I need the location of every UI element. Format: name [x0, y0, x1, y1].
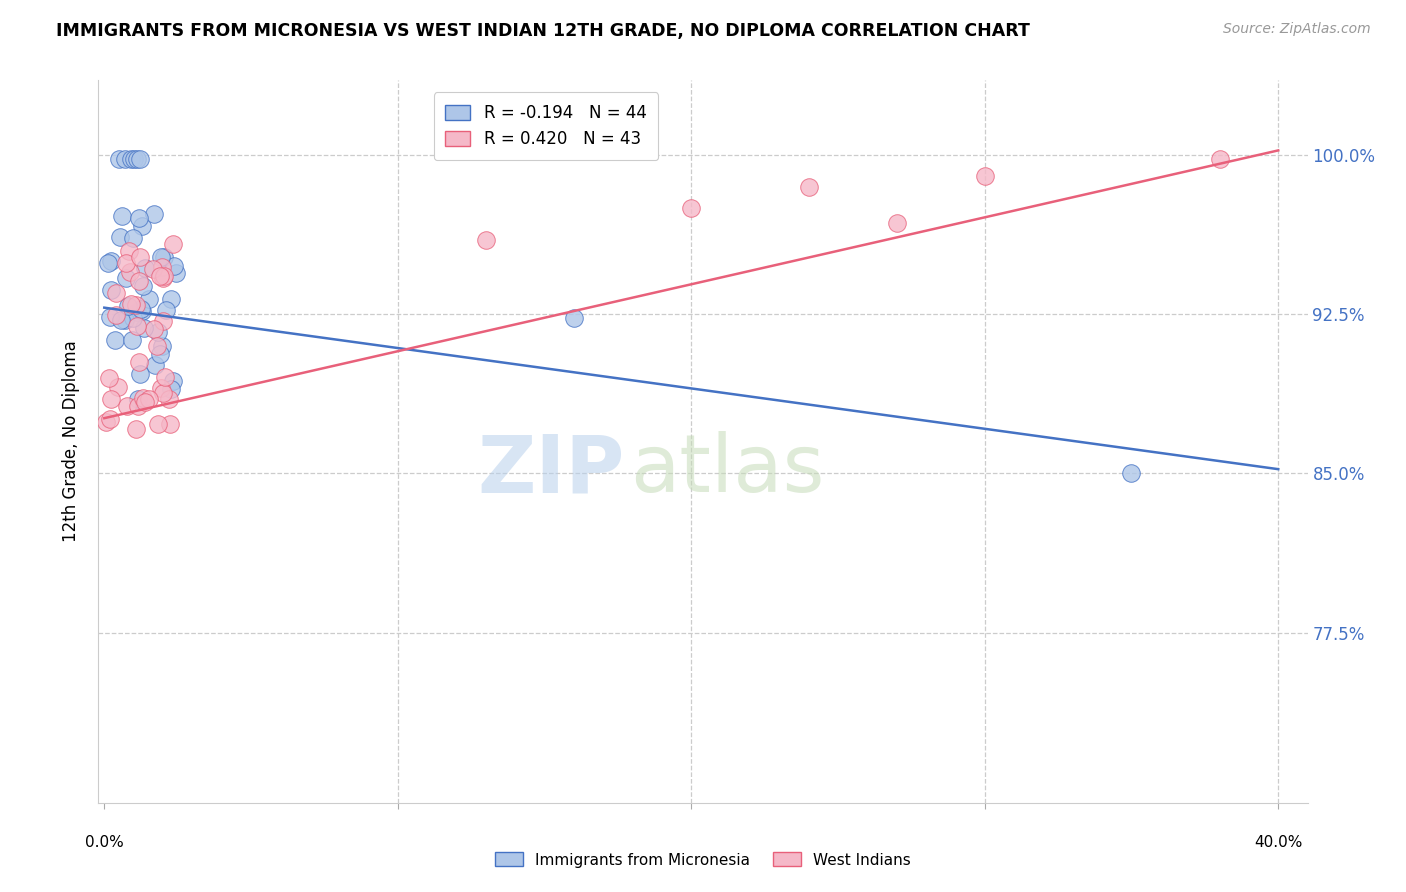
Point [142, 262, 165, 277]
Point [152, 314, 174, 328]
Point [681, 201, 703, 215]
Point [160, 292, 183, 306]
Point [132, 278, 155, 293]
Legend: R = -0.194   N = 44, R = 0.420   N = 43: R = -0.194 N = 44, R = 0.420 N = 43 [433, 92, 658, 160]
Point [115, 270, 138, 285]
Point [562, 311, 585, 326]
Point [128, 274, 150, 288]
Point [100, 283, 122, 297]
Point [96, 256, 118, 270]
Point [134, 261, 156, 276]
Point [100, 392, 122, 406]
Point [143, 322, 166, 336]
Point [128, 355, 150, 369]
Point [152, 386, 174, 401]
Legend: Immigrants from Micronesia, West Indians: Immigrants from Micronesia, West Indians [489, 847, 917, 873]
Point [104, 308, 127, 322]
Point [146, 339, 169, 353]
Point [165, 266, 187, 280]
Text: Source: ZipAtlas.com: Source: ZipAtlas.com [1223, 22, 1371, 37]
Point [160, 382, 183, 396]
Point [110, 229, 132, 244]
Point [1208, 152, 1230, 166]
Point [121, 231, 143, 245]
Point [98, 411, 121, 425]
Point [973, 169, 995, 183]
Point [105, 286, 128, 301]
Point [125, 318, 148, 333]
Point [134, 321, 156, 335]
Text: atlas: atlas [630, 432, 825, 509]
Point [150, 381, 173, 395]
Point [129, 367, 152, 381]
Point [111, 209, 134, 223]
Point [153, 269, 176, 284]
Point [150, 250, 173, 264]
Point [155, 303, 177, 318]
Point [104, 333, 127, 347]
Point [138, 292, 160, 306]
Point [132, 392, 155, 406]
Point [150, 339, 173, 353]
Point [127, 392, 149, 406]
Point [96, 415, 118, 429]
Point [120, 152, 142, 166]
Point [142, 207, 165, 221]
Point [138, 392, 160, 407]
Point [117, 299, 139, 313]
Point [146, 325, 169, 339]
Point [127, 399, 149, 413]
Point [114, 256, 136, 270]
Point [127, 305, 149, 319]
Point [120, 265, 142, 279]
Point [157, 392, 180, 406]
Point [162, 375, 184, 389]
Point [475, 233, 498, 247]
Point [120, 297, 142, 311]
Point [797, 179, 820, 194]
Text: IMMIGRANTS FROM MICRONESIA VS WEST INDIAN 12TH GRADE, NO DIPLOMA CORRELATION CHA: IMMIGRANTS FROM MICRONESIA VS WEST INDIA… [56, 22, 1031, 40]
Point [108, 152, 131, 166]
Text: 0.0%: 0.0% [84, 835, 124, 850]
Point [149, 269, 172, 284]
Point [128, 211, 150, 226]
Point [163, 259, 186, 273]
Point [886, 216, 908, 230]
Text: 40.0%: 40.0% [1254, 835, 1302, 850]
Point [152, 271, 174, 285]
Point [121, 333, 143, 347]
Point [117, 400, 139, 414]
Point [97, 371, 120, 385]
Point [1121, 467, 1143, 481]
Y-axis label: 12th Grade, No Diploma: 12th Grade, No Diploma [62, 341, 80, 542]
Point [143, 358, 166, 372]
Text: ZIP: ZIP [477, 432, 624, 509]
Point [118, 244, 141, 258]
Point [125, 422, 148, 436]
Point [129, 301, 152, 316]
Point [100, 254, 122, 268]
Point [150, 260, 173, 274]
Point [159, 417, 181, 432]
Point [122, 311, 145, 326]
Point [125, 152, 148, 166]
Point [114, 313, 136, 327]
Point [134, 395, 156, 409]
Point [107, 380, 129, 394]
Point [110, 312, 132, 326]
Point [131, 219, 153, 233]
Point [129, 250, 152, 264]
Point [153, 370, 176, 384]
Point [128, 152, 150, 166]
Point [124, 298, 146, 312]
Point [149, 347, 172, 361]
Point [146, 417, 169, 431]
Point [122, 152, 145, 166]
Point [152, 250, 174, 264]
Point [100, 310, 122, 325]
Point [162, 237, 184, 252]
Point [114, 152, 136, 166]
Point [131, 304, 153, 318]
